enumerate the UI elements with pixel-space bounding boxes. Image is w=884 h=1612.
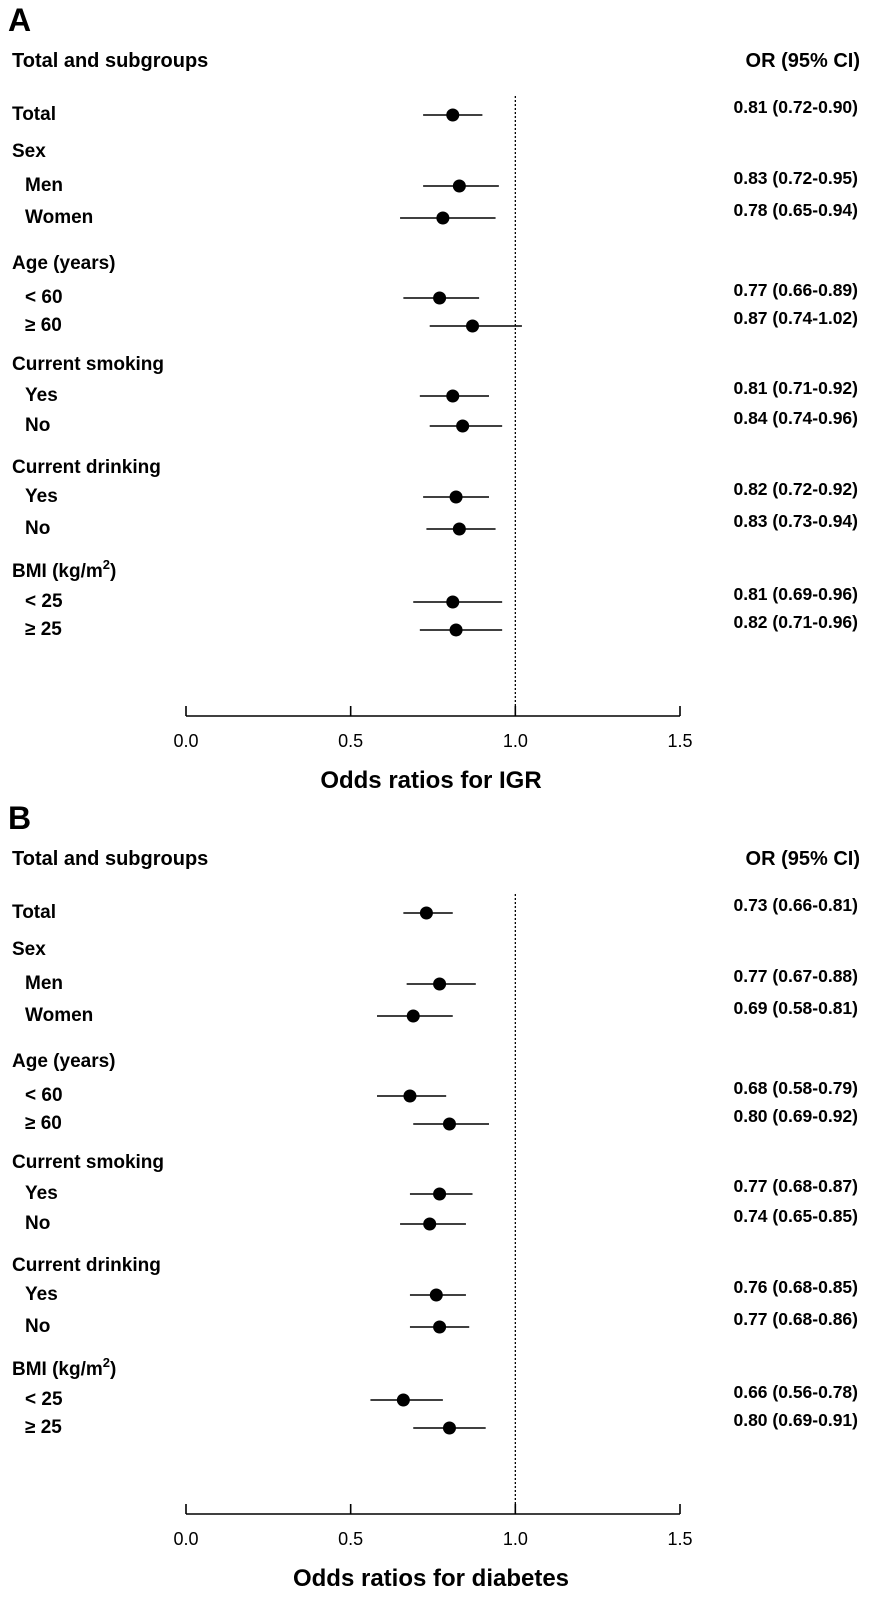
odds-ratio-point <box>403 1089 417 1103</box>
ci-value-text: 0.80 (0.69-0.92) <box>733 1106 858 1126</box>
forest-plot-panel-a: A Total and subgroups OR (95% CI) Total 0… <box>8 2 860 794</box>
x-tick-label: 1.0 <box>503 731 528 751</box>
ci-value-text: 0.83 (0.72-0.95) <box>733 168 858 188</box>
odds-ratio-point <box>449 623 463 637</box>
row-label: Women <box>25 1005 93 1026</box>
row-label: Men <box>25 973 63 994</box>
x-tick-label: 1.5 <box>667 731 692 751</box>
ci-value-text: 0.81 (0.72-0.90) <box>733 97 858 117</box>
row-label: < 60 <box>25 1085 63 1106</box>
forest-plot-svg: Total 0.73 (0.66-0.81) Sex Men 0.77 (0.67-0.… <box>12 894 858 1592</box>
ci-value-text: 0.81 (0.71-0.92) <box>733 378 858 398</box>
ci-value-text: 0.83 (0.73-0.94) <box>733 511 858 531</box>
odds-ratio-point <box>429 1288 443 1302</box>
panel-label: B <box>8 800 32 836</box>
row-label: Yes <box>25 1284 58 1305</box>
left-column-header: Total and subgroups <box>12 848 209 870</box>
ci-value-text: 0.84 (0.74-0.96) <box>733 408 858 428</box>
x-tick-label: 0.0 <box>173 731 198 751</box>
x-tick-label: 1.5 <box>667 1529 692 1549</box>
ci-value-text: 0.68 (0.58-0.79) <box>733 1078 858 1098</box>
row-label: Current smoking <box>12 354 164 375</box>
x-tick-label: 1.0 <box>503 1529 528 1549</box>
row-label: Women <box>25 207 93 228</box>
row-label: No <box>25 518 50 539</box>
ci-value-text: 0.82 (0.71-0.96) <box>733 612 858 632</box>
odds-ratio-point <box>436 211 450 225</box>
ci-value-text: 0.81 (0.69-0.96) <box>733 584 858 604</box>
odds-ratio-point <box>442 1421 456 1435</box>
ci-value-text: 0.78 (0.65-0.94) <box>733 200 858 220</box>
row-label: ≥ 60 <box>25 315 62 336</box>
ci-value-text: 0.77 (0.67-0.88) <box>733 966 858 986</box>
row-label: < 60 <box>25 287 63 308</box>
row-label: Total <box>12 104 56 125</box>
odds-ratio-point <box>446 595 460 609</box>
ci-value-text: 0.77 (0.66-0.89) <box>733 280 858 300</box>
row-label: Sex <box>12 939 46 960</box>
row-label: Age (years) <box>12 253 116 274</box>
odds-ratio-point <box>406 1009 420 1023</box>
odds-ratio-point <box>452 522 466 536</box>
odds-ratio-point <box>466 319 480 333</box>
row-label: Age (years) <box>12 1051 116 1072</box>
odds-ratio-point <box>433 977 447 991</box>
odds-ratio-point <box>446 108 460 122</box>
x-tick-label: 0.5 <box>338 1529 363 1549</box>
row-label: Total <box>12 902 56 923</box>
odds-ratio-point <box>446 389 460 403</box>
ci-value-text: 0.73 (0.66-0.81) <box>733 895 858 915</box>
row-label: Current drinking <box>12 457 161 478</box>
odds-ratio-point <box>442 1117 456 1131</box>
row-label: Sex <box>12 141 46 162</box>
odds-ratio-point <box>452 179 466 193</box>
odds-ratio-point <box>456 419 470 433</box>
ci-value-text: 0.77 (0.68-0.86) <box>733 1309 858 1329</box>
row-label: BMI (kg/m2) <box>12 1355 116 1380</box>
right-column-header: OR (95% CI) <box>745 848 860 870</box>
row-label: Yes <box>25 486 58 507</box>
row-label: < 25 <box>25 1389 63 1410</box>
row-label: Men <box>25 175 63 196</box>
odds-ratio-point <box>449 490 463 504</box>
ci-value-text: 0.76 (0.68-0.85) <box>733 1277 858 1297</box>
right-column-header: OR (95% CI) <box>745 50 860 72</box>
ci-value-text: 0.82 (0.72-0.92) <box>733 479 858 499</box>
ci-value-text: 0.74 (0.65-0.85) <box>733 1206 858 1226</box>
x-axis-title: Odds ratios for IGR <box>320 767 541 794</box>
forest-plot-panel-b: B Total and subgroups OR (95% CI) Total 0… <box>0 798 884 1604</box>
ci-value-text: 0.80 (0.69-0.91) <box>733 1410 858 1430</box>
row-label: ≥ 60 <box>25 1113 62 1134</box>
x-axis-title: Odds ratios for diabetes <box>293 1565 569 1592</box>
ci-value-text: 0.66 (0.56-0.78) <box>733 1382 858 1402</box>
x-tick-label: 0.0 <box>173 1529 198 1549</box>
odds-ratio-point <box>433 1187 447 1201</box>
odds-ratio-point <box>396 1393 410 1407</box>
row-label: No <box>25 1316 50 1337</box>
odds-ratio-point <box>419 906 433 920</box>
left-column-header: Total and subgroups <box>12 50 209 72</box>
odds-ratio-point <box>433 291 447 305</box>
row-label: BMI (kg/m2) <box>12 557 116 582</box>
row-label: Yes <box>25 1183 58 1204</box>
odds-ratio-point <box>423 1217 437 1231</box>
row-label: No <box>25 1213 50 1234</box>
forest-plot-svg: Total 0.81 (0.72-0.90) Sex Men 0.83 (0.72-0.… <box>12 96 858 794</box>
ci-value-text: 0.87 (0.74-1.02) <box>733 308 858 328</box>
panel-label: A <box>8 2 32 38</box>
ci-value-text: 0.77 (0.68-0.87) <box>733 1176 858 1196</box>
row-label: ≥ 25 <box>25 1417 62 1438</box>
row-label: Current drinking <box>12 1255 161 1276</box>
row-label: Current smoking <box>12 1152 164 1173</box>
row-label: < 25 <box>25 591 63 612</box>
row-label: Yes <box>25 385 58 406</box>
row-label: ≥ 25 <box>25 619 62 640</box>
ci-value-text: 0.69 (0.58-0.81) <box>733 998 858 1018</box>
odds-ratio-point <box>433 1320 447 1334</box>
row-label: No <box>25 415 50 436</box>
x-tick-label: 0.5 <box>338 731 363 751</box>
